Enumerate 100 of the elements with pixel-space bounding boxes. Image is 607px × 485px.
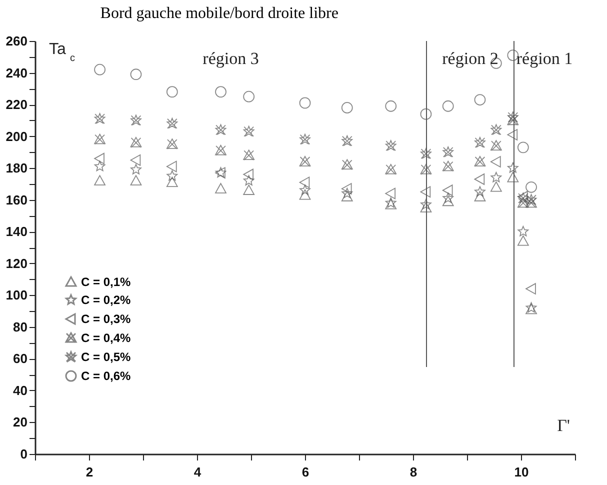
point: [130, 164, 142, 174]
point: [130, 154, 141, 166]
y-tick-label: 160: [6, 192, 28, 208]
point: [420, 148, 432, 159]
x-tick-label: 6: [302, 464, 310, 480]
point: [94, 113, 106, 124]
point: [518, 226, 529, 236]
point: [517, 197, 529, 208]
point: [166, 176, 178, 188]
point: [130, 136, 142, 148]
y-tick-label: 260: [6, 34, 28, 48]
point: [474, 94, 486, 106]
point: [300, 134, 310, 145]
y-tick-label: 40: [13, 382, 28, 398]
point: [526, 194, 537, 206]
point: [243, 150, 255, 161]
point: [166, 160, 177, 172]
point: [517, 142, 529, 154]
point: [243, 90, 255, 102]
point: [507, 114, 519, 126]
point: [442, 146, 454, 158]
y-tick-label: 220: [6, 97, 28, 112]
y-tick-label: 200: [6, 128, 28, 144]
annotation: région 1: [516, 49, 573, 68]
point: [166, 138, 178, 150]
y-tick-label: 240: [6, 65, 28, 80]
point: [474, 186, 486, 197]
point: [342, 135, 353, 146]
point: [507, 162, 518, 173]
point: [215, 144, 226, 156]
point: [420, 108, 432, 120]
point: [130, 68, 142, 80]
point: [385, 164, 397, 175]
point: [130, 114, 142, 126]
y-tick-label: 20: [13, 414, 28, 430]
point: [299, 156, 311, 167]
point: [299, 97, 311, 109]
point: [507, 172, 519, 182]
point: [526, 181, 537, 193]
annotation: région 2: [442, 49, 498, 68]
point: [490, 156, 501, 168]
legend-label: C = 0,6%: [81, 369, 132, 383]
point: [474, 136, 486, 148]
x-tick-label: 2: [86, 464, 94, 480]
y-axis-title: Tac: [49, 41, 75, 64]
point: [243, 175, 254, 186]
point: [342, 188, 353, 198]
point: [215, 86, 226, 98]
point: [300, 184, 310, 196]
point: [442, 160, 454, 172]
y-tick-label: 120: [6, 256, 28, 271]
point: [507, 129, 518, 140]
point: [215, 183, 226, 194]
point: [420, 164, 432, 175]
point: [474, 156, 486, 167]
point: [341, 183, 352, 194]
point: [166, 118, 178, 129]
x-axis-title: Γ': [557, 416, 570, 435]
legend-label: C = 0,4%: [81, 331, 132, 345]
point: [94, 152, 104, 164]
chart-title: Bord gauche mobile/bord droite libre: [100, 5, 338, 22]
point: [517, 235, 529, 246]
point: [442, 192, 454, 203]
point: [385, 140, 396, 152]
point: [490, 124, 502, 136]
point: [526, 197, 537, 208]
point: [420, 186, 431, 198]
point: [299, 176, 310, 188]
point: [243, 168, 254, 180]
y-tick-label: 0: [20, 446, 28, 462]
y-tick-label: 100: [6, 288, 28, 303]
y-tick-label: 140: [6, 224, 28, 240]
point: [490, 140, 502, 152]
x-tick-label: 10: [514, 464, 529, 480]
point: [507, 112, 518, 122]
y-tick-label: 60: [13, 351, 28, 366]
point: [341, 102, 353, 114]
point: [474, 174, 485, 185]
point: [166, 86, 178, 98]
point: [490, 181, 502, 192]
legend-label: C = 0,3%: [81, 312, 132, 326]
x-tick-label: 4: [194, 464, 202, 480]
point: [243, 126, 254, 137]
point: [385, 188, 396, 200]
point: [474, 190, 486, 202]
x-tick-label: 8: [410, 464, 418, 480]
point: [94, 64, 106, 76]
point: [341, 190, 353, 202]
point: [299, 189, 311, 200]
point: [526, 283, 536, 294]
point: [385, 100, 397, 112]
y-tick-label: 180: [6, 160, 28, 176]
point: [94, 175, 106, 186]
legend-label: C = 0,1%: [81, 275, 132, 289]
point: [130, 175, 142, 186]
point: [442, 100, 454, 112]
point: [94, 134, 106, 145]
point: [341, 159, 353, 170]
point: [442, 184, 453, 196]
point: [94, 160, 106, 172]
